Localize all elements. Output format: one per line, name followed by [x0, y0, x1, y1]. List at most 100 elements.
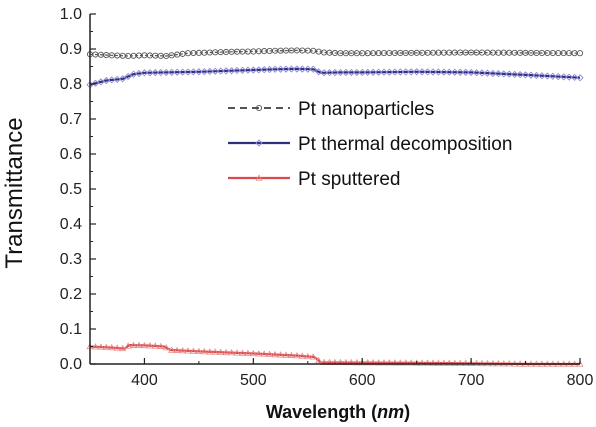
series-point [434, 359, 442, 366]
series-3 [86, 341, 584, 367]
series-point [244, 349, 252, 356]
series-point [222, 348, 230, 356]
series-point [102, 76, 110, 85]
series-point [293, 351, 301, 359]
series-point [521, 71, 530, 79]
series-point [467, 359, 475, 366]
series-point [178, 68, 187, 76]
legend-entry-2: Pt thermal decomposition [228, 134, 512, 155]
series-point [298, 352, 306, 359]
series-point [238, 349, 246, 356]
series-point [260, 66, 268, 74]
series-point [375, 359, 383, 366]
series-point [494, 70, 502, 78]
series-point [315, 68, 323, 76]
series-point [407, 359, 415, 366]
x-tick-label: 800 [567, 372, 594, 389]
y-tick-label: 1.0 [60, 6, 82, 23]
series-point [228, 349, 236, 356]
series-point [97, 343, 105, 350]
series-point [113, 344, 121, 351]
series-point [255, 66, 263, 74]
x-axis-title-main: Wavelength ( [266, 402, 377, 422]
series-point [260, 350, 268, 357]
series-point [473, 359, 481, 367]
y-tick-label: 0.2 [60, 286, 82, 303]
series-point [249, 66, 257, 74]
series-point [113, 75, 121, 83]
series-point [184, 347, 192, 354]
series-point [342, 68, 350, 77]
series-point [282, 65, 290, 73]
series-point [336, 68, 345, 77]
series-point [407, 68, 415, 76]
series-point [315, 356, 323, 364]
legend-marker [255, 104, 263, 112]
series-point [271, 350, 279, 358]
series-point [206, 67, 214, 76]
series-point [217, 348, 225, 355]
series-point [189, 68, 198, 76]
series-point [255, 350, 263, 357]
series-point [331, 68, 339, 77]
series-point [135, 69, 143, 78]
series-point [157, 68, 165, 77]
series-point [451, 68, 459, 76]
y-tick-label: 0.8 [60, 76, 82, 93]
series-point [374, 68, 383, 76]
x-axis-title: Wavelength (nm) [266, 402, 410, 422]
series-point [140, 69, 149, 77]
series-point [483, 69, 492, 77]
series-point [140, 341, 148, 349]
series-point [173, 346, 181, 353]
series-point [532, 71, 541, 80]
legend-entry-3: Pt sputtered [228, 169, 400, 190]
y-tick-label: 0.9 [60, 41, 82, 58]
series-point [478, 359, 486, 367]
series-point [489, 69, 497, 78]
series-point [418, 359, 426, 366]
x-tick-label: 400 [131, 372, 158, 389]
series-point [364, 68, 372, 77]
series-point [179, 346, 187, 354]
series-point [119, 75, 127, 83]
series-point [233, 349, 241, 356]
series-point [282, 351, 290, 358]
series-point [402, 359, 410, 366]
series-point [146, 69, 154, 77]
series-point [135, 341, 143, 348]
series-point [266, 350, 274, 357]
series-point [293, 65, 301, 73]
series-point [413, 68, 421, 76]
series-point [309, 353, 317, 360]
series-point [369, 68, 377, 76]
series-point [391, 68, 399, 76]
series-2 [86, 65, 584, 89]
series-point [108, 76, 116, 84]
series-point [462, 359, 470, 366]
series-point [472, 69, 481, 77]
series-point [162, 68, 170, 77]
series-point [151, 342, 159, 349]
legend-entry-1: Pt nanoparticles [228, 99, 434, 120]
series-point [276, 65, 285, 73]
series-point [200, 67, 208, 76]
y-tick-label: 0.6 [60, 146, 82, 163]
series-point [353, 68, 361, 77]
series-point [478, 69, 486, 77]
series-point [576, 50, 584, 57]
y-tick-label: 0.5 [60, 181, 82, 198]
series-point [211, 67, 219, 75]
series-point [97, 78, 105, 86]
series-point [129, 70, 138, 78]
series-point [527, 71, 535, 79]
series-point [364, 359, 372, 366]
series-point [385, 68, 394, 76]
series-point [369, 359, 377, 366]
series-point [456, 359, 464, 366]
series-line [89, 67, 581, 86]
series-point [347, 68, 355, 77]
series-point [195, 347, 203, 355]
series-point [206, 348, 214, 355]
series-point [200, 347, 208, 355]
